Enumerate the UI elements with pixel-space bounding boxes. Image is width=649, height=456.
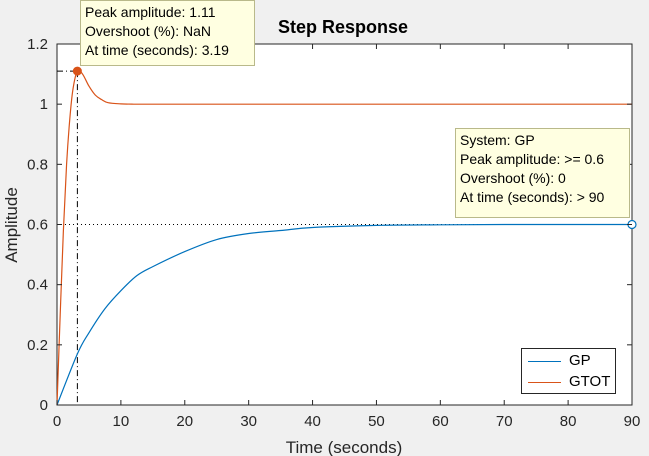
x-tick-label: 20 — [176, 413, 193, 430]
datatip-gp-steady-state[interactable]: System: GP Peak amplitude: >= 0.6 Oversh… — [455, 128, 630, 218]
x-tick-label: 70 — [496, 413, 513, 430]
datatip-line: At time (seconds): 3.19 — [85, 42, 229, 58]
x-tick-label: 30 — [240, 413, 257, 430]
x-tick-label: 50 — [368, 413, 385, 430]
datatip-gtot-peak[interactable]: Peak amplitude: 1.11 Overshoot (%): NaN … — [80, 0, 255, 66]
datatip-line: At time (seconds): > 90 — [460, 189, 605, 205]
y-tick-label: 0.2 — [27, 337, 48, 354]
series-line-gtot — [56, 69, 632, 406]
datatip-line: Peak amplitude: >= 0.6 — [460, 151, 604, 167]
y-axis-label: Amplitude — [2, 187, 21, 263]
legend-swatch-gp — [528, 361, 561, 362]
legend-item-gtot: GTOT — [522, 372, 615, 392]
peak-marker-gtot — [72, 66, 82, 76]
datatip-line: Overshoot (%): 0 — [460, 170, 566, 186]
datatip-line: Overshoot (%): NaN — [85, 23, 212, 39]
legend[interactable]: GP GTOT — [521, 348, 616, 394]
legend-label-gp: GP — [569, 352, 591, 369]
x-tick-label: 10 — [113, 413, 130, 430]
datatip-line: Peak amplitude: 1.11 — [85, 4, 216, 20]
y-tick-label: 0.6 — [27, 217, 48, 234]
legend-label-gtot: GTOT — [569, 373, 611, 390]
x-tick-label: 0 — [53, 413, 61, 430]
y-tick-label: 1 — [40, 96, 48, 113]
y-tick-label: 0.4 — [27, 277, 48, 294]
x-tick-label: 90 — [624, 413, 641, 430]
y-tick-label: 1.2 — [27, 36, 48, 53]
x-tick-label: 40 — [304, 413, 321, 430]
x-tick-label: 60 — [432, 413, 449, 430]
legend-item-gp: GP — [522, 351, 615, 371]
datatip-line: System: GP — [460, 132, 535, 148]
chart-title: Step Response — [278, 17, 408, 37]
x-axis-label: Time (seconds) — [286, 438, 403, 456]
y-tick-label: 0 — [40, 397, 48, 414]
legend-swatch-gtot — [528, 382, 561, 383]
y-tick-label: 0.8 — [27, 156, 48, 173]
x-tick-label: 80 — [560, 413, 577, 430]
series-line-gp — [56, 223, 632, 406]
